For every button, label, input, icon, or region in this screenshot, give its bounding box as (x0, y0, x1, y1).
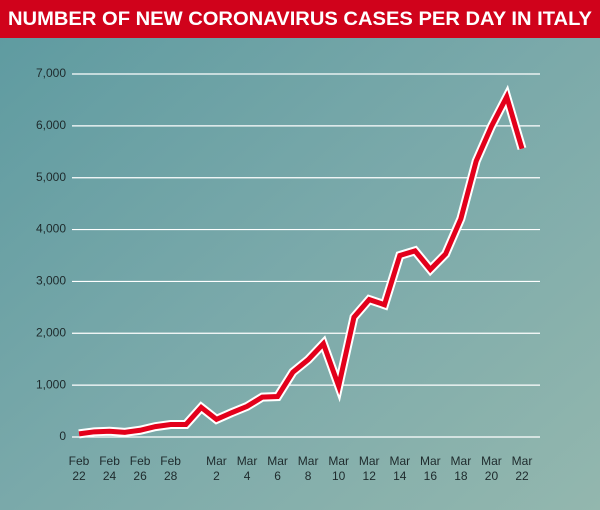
y-tick-label: 6,000 (36, 118, 66, 132)
x-tick-label: Mar 10 (328, 454, 349, 483)
x-tick-label: Mar 18 (451, 454, 472, 483)
y-tick-label: 3,000 (36, 274, 66, 288)
x-tick-label: Mar 8 (298, 454, 319, 483)
y-tick-label: 4,000 (36, 222, 66, 236)
x-tick-label: Mar 12 (359, 454, 380, 483)
y-tick-label: 7,000 (36, 66, 66, 80)
chart-title: NUMBER OF NEW CORONAVIRUS CASES PER DAY … (8, 9, 592, 30)
x-tick-label: Mar 20 (481, 454, 502, 483)
x-tick-label: Feb 22 (69, 454, 90, 483)
x-tick-label: Mar 4 (237, 454, 258, 483)
x-tick-label: Feb 24 (99, 454, 120, 483)
x-tick-label: Mar 6 (267, 454, 288, 483)
x-tick-label: Mar 2 (206, 454, 227, 483)
x-tick-label: Feb 26 (130, 454, 151, 483)
y-tick-label: 2,000 (36, 325, 66, 339)
title-bar (0, 0, 600, 38)
y-tick-label: 5,000 (36, 170, 66, 184)
x-tick-label: Mar 14 (389, 454, 410, 483)
y-tick-label: 1,000 (36, 377, 66, 391)
x-tick-label: Mar 22 (512, 454, 533, 483)
x-tick-label: Mar 16 (420, 454, 441, 483)
y-tick-label: 0 (59, 429, 66, 443)
line (78, 90, 525, 437)
x-tick-label: Feb 28 (160, 454, 181, 483)
